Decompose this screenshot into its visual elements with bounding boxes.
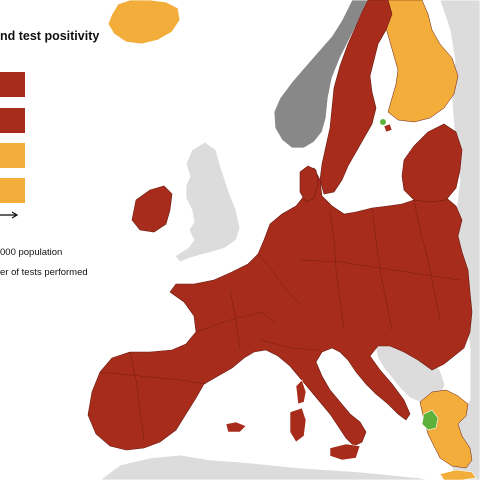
sicily [329, 443, 361, 461]
norway [273, 0, 369, 149]
cyprus-region [383, 123, 393, 133]
balearic-islands [225, 421, 247, 433]
iceland [107, 0, 181, 45]
legend-swatch-3 [0, 143, 25, 168]
denmark [299, 165, 319, 203]
sardinia [289, 407, 307, 443]
region-borders [99, 199, 461, 441]
crete [439, 469, 477, 480]
legend-note-population: 000 population [0, 247, 63, 258]
ireland [131, 185, 173, 233]
green-region [421, 409, 439, 431]
africa-coast [99, 454, 431, 480]
greece [419, 389, 473, 469]
corsica [295, 379, 307, 405]
legend-swatch-2 [0, 108, 25, 133]
uk-region [174, 141, 241, 263]
legend-note-tests: er of tests performed [0, 267, 88, 278]
finland [383, 0, 459, 123]
baltics [401, 123, 463, 203]
sweden [319, 0, 393, 195]
legend-swatch-4 [0, 178, 25, 203]
legend-title: nd test positivity [0, 29, 100, 43]
legend-arrow-icon [0, 211, 19, 219]
green-dot [380, 119, 386, 125]
legend-swatch-1 [0, 72, 25, 97]
